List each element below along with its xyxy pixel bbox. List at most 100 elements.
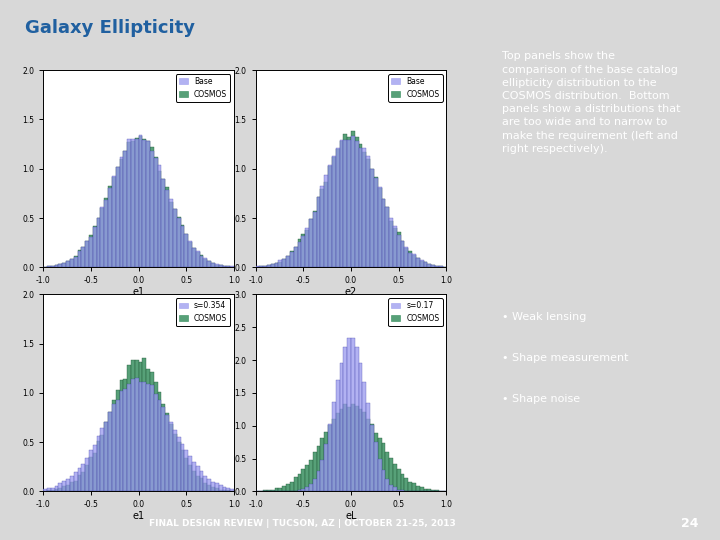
Bar — [108, 188, 112, 267]
Bar — [89, 237, 93, 267]
Bar — [192, 248, 196, 267]
Bar — [405, 477, 408, 491]
Bar — [219, 485, 222, 491]
Bar — [355, 137, 359, 267]
Bar — [230, 266, 234, 267]
Bar — [158, 165, 161, 267]
Bar — [123, 151, 127, 267]
Bar — [400, 474, 405, 491]
Bar — [47, 266, 51, 267]
Bar — [177, 218, 181, 267]
Bar — [435, 490, 438, 491]
Bar — [70, 476, 73, 491]
Bar — [359, 148, 362, 267]
Bar — [89, 450, 93, 491]
Bar — [58, 488, 62, 491]
Bar — [400, 241, 405, 267]
Bar — [428, 489, 431, 491]
Bar — [219, 265, 222, 267]
Bar — [108, 186, 112, 267]
Bar — [150, 152, 154, 267]
Bar — [120, 380, 123, 491]
Bar — [112, 404, 116, 491]
Bar — [154, 382, 158, 491]
Bar — [85, 241, 89, 267]
Bar — [101, 208, 104, 267]
Bar — [188, 241, 192, 267]
Bar — [207, 261, 211, 267]
Bar — [166, 415, 169, 491]
Bar — [89, 235, 93, 267]
Bar — [297, 490, 302, 491]
Bar — [416, 486, 420, 491]
Bar — [271, 264, 275, 267]
Bar — [362, 382, 366, 491]
Bar — [66, 261, 70, 267]
Bar — [423, 262, 428, 267]
Bar — [275, 263, 279, 267]
Bar — [305, 487, 309, 491]
Bar — [230, 489, 234, 491]
Bar — [135, 379, 138, 491]
Bar — [138, 362, 143, 491]
Bar — [116, 390, 120, 491]
Bar — [385, 478, 390, 491]
Bar — [343, 347, 347, 491]
Bar — [428, 265, 431, 267]
Bar — [188, 456, 192, 491]
Bar — [199, 255, 204, 267]
Bar — [431, 266, 435, 267]
Bar — [378, 438, 382, 491]
Bar — [85, 241, 89, 267]
Bar — [405, 248, 408, 267]
Text: • Shape measurement: • Shape measurement — [502, 353, 629, 363]
Bar — [135, 139, 138, 267]
Bar — [302, 469, 305, 491]
Bar — [120, 391, 123, 491]
Bar — [279, 262, 282, 267]
Bar — [123, 380, 127, 491]
Bar — [359, 409, 362, 491]
Bar — [408, 482, 412, 491]
Legend: Base, COSMOS: Base, COSMOS — [176, 74, 230, 102]
Bar — [120, 159, 123, 267]
Bar — [378, 187, 382, 267]
Bar — [317, 447, 320, 491]
Bar — [184, 234, 188, 267]
Bar — [127, 139, 131, 267]
Bar — [279, 488, 282, 491]
Bar — [181, 226, 184, 267]
Bar — [93, 445, 96, 491]
Bar — [116, 167, 120, 267]
Bar — [294, 247, 297, 267]
Bar — [58, 264, 62, 267]
Bar — [302, 234, 305, 267]
Bar — [177, 442, 181, 491]
Bar — [336, 149, 340, 267]
Bar — [104, 422, 108, 491]
Bar — [85, 465, 89, 491]
Bar — [169, 199, 173, 267]
Bar — [416, 258, 420, 267]
Bar — [370, 170, 374, 267]
Bar — [55, 265, 58, 267]
Bar — [328, 166, 332, 267]
Bar — [366, 157, 370, 267]
Bar — [305, 230, 309, 267]
Bar — [101, 435, 104, 491]
Bar — [332, 157, 336, 267]
Bar — [154, 158, 158, 267]
Bar — [89, 457, 93, 491]
Bar — [55, 489, 58, 491]
Bar — [204, 483, 207, 491]
Bar — [154, 158, 158, 267]
Bar — [81, 247, 85, 267]
Bar — [93, 226, 96, 267]
Bar — [181, 444, 184, 491]
Bar — [161, 404, 166, 491]
Bar — [166, 187, 169, 267]
Bar — [78, 252, 81, 267]
Bar — [408, 253, 412, 267]
Bar — [51, 266, 55, 267]
Legend: s=0.354, COSMOS: s=0.354, COSMOS — [176, 298, 230, 326]
